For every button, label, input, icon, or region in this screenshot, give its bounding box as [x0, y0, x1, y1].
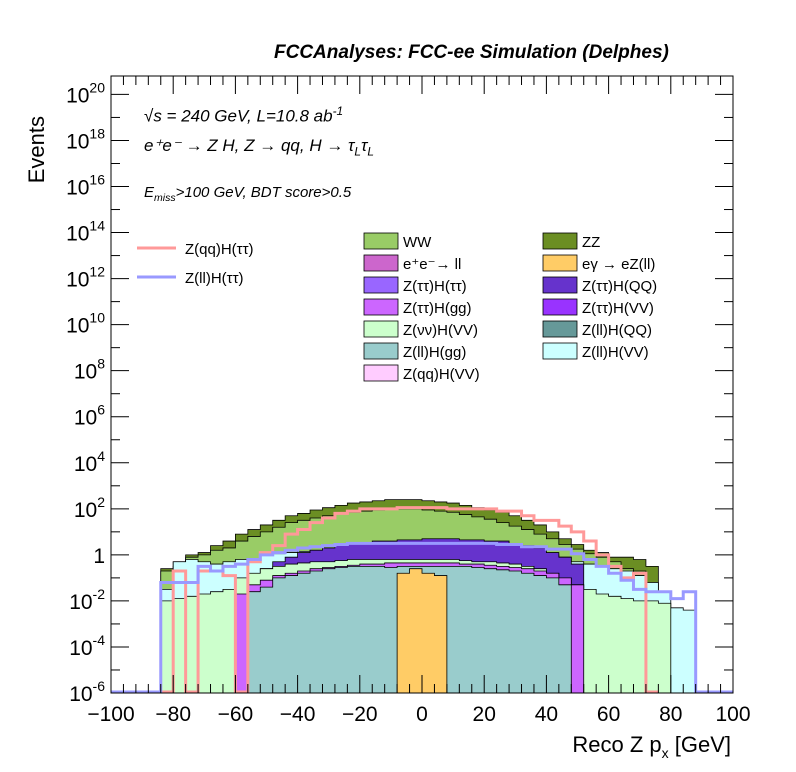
x-tick-label: 0	[416, 703, 428, 726]
legend-box-swatch	[363, 342, 399, 360]
legend-box-swatch	[363, 320, 399, 338]
legend-box-label: Z(ll)H(QQ)	[582, 322, 652, 339]
signal-lines	[111, 506, 733, 694]
legend-box-swatch	[363, 232, 399, 250]
y-tick-label: 1016	[66, 172, 105, 200]
y-tick-label: 104	[74, 448, 105, 476]
legend-box-swatch	[542, 320, 578, 338]
x-tick-label: 100	[715, 703, 750, 726]
legend-box-label: WW	[403, 234, 432, 251]
x-tick-label: −40	[280, 703, 316, 726]
legend: Z(qq)H(ττ) Z(ll)H(ττ) WW ZZ e⁺e⁻→ ll eγ → eZ(…	[137, 232, 657, 383]
legend-box-label: Z(ττ)H(ττ)	[403, 278, 467, 295]
legend-box-swatch	[542, 232, 578, 250]
legend-box-swatch	[542, 298, 578, 316]
x-tick-label: −100	[87, 703, 134, 726]
legend-box-label: ZZ	[582, 234, 600, 251]
selection-annotation: Emiss>100 GeV, BDT score>0.5	[144, 184, 351, 204]
energy-annotation: √s = 240 GeV, L=10.8 ab-1	[144, 104, 343, 127]
legend-box-label: Z(ll)H(VV)	[582, 344, 649, 361]
selection-sub: miss	[154, 192, 176, 204]
x-tick-label: 20	[473, 703, 496, 726]
x-tick-label: −60	[218, 703, 254, 726]
selection-prefix: E	[144, 184, 155, 201]
y-axis-label: Events	[24, 116, 49, 183]
y-tick-label: 1010	[66, 310, 105, 338]
legend-box-swatch	[363, 298, 399, 316]
legend-line-label: Z(ll)H(ττ)	[185, 270, 244, 287]
y-tick-label: 1012	[66, 264, 105, 292]
legend-box-label: Z(ττ)H(gg)	[403, 300, 472, 317]
x-tick-label: −20	[342, 703, 378, 726]
legend-box-swatch	[542, 276, 578, 294]
energy-exponent: -1	[332, 104, 344, 118]
energy-text: √s = 240 GeV, L=10.8 ab	[144, 106, 333, 126]
stack-e-ez-ll-	[396, 568, 448, 694]
legend-box-label: eγ → eZ(ll)	[582, 256, 655, 273]
legend-line-label: Z(qq)H(ττ)	[185, 241, 254, 258]
x-tick-label: 60	[597, 703, 620, 726]
legend-box-swatch	[542, 342, 578, 360]
legend-box-swatch	[363, 276, 399, 294]
process-text: e⁺e⁻ → Z H, Z → qq, H → τ	[144, 136, 355, 155]
stacked-histograms	[148, 499, 697, 694]
y-tick-label: 102	[74, 494, 105, 522]
legend-box-label: Z(νν)H(VV)	[403, 322, 478, 339]
legend-box-label: Z(ll)H(gg)	[403, 344, 466, 361]
y-tick-label: 1020	[66, 79, 105, 107]
legend-box-swatch	[363, 364, 399, 382]
process-annotation: e⁺e⁻ → Z H, Z → qq, H → τLτL	[144, 136, 375, 159]
y-tick-label: 1014	[66, 218, 105, 246]
legend-box-label: Z(ττ)H(VV)	[582, 300, 654, 317]
legend-box-swatch	[363, 254, 399, 272]
x-tick-label: −80	[155, 703, 191, 726]
signal-z-ll-h-	[111, 541, 733, 694]
chart-title: FCCAnalyses: FCC-ee Simulation (Delphes)	[274, 42, 669, 63]
y-axis-ticks: 10-6 10-4 10-2 1 102 104 106 108 1010 1012 1014 101…	[66, 79, 733, 706]
x-tick-label: 40	[535, 703, 558, 726]
process-sub-1: L	[354, 144, 362, 159]
y-tick-label: 10-4	[69, 632, 105, 660]
y-tick-label: 10-2	[69, 586, 105, 614]
y-tick-label: 10-6	[69, 678, 105, 706]
signal-z-qq-h-	[148, 506, 659, 694]
process-sub-2: L	[367, 144, 375, 159]
legend-box-label: Z(qq)H(VV)	[403, 366, 480, 383]
x-tick-label: 80	[659, 703, 682, 726]
x-axis-label: Reco Z px [GeV]	[572, 732, 731, 761]
y-tick-label: 1018	[66, 125, 105, 153]
y-tick-label: 1	[93, 545, 105, 568]
legend-box-swatch	[542, 254, 578, 272]
y-tick-label: 108	[74, 356, 105, 384]
x-axis-ticks: −100 −80 −60 −40 −20 0 20 40 60 80 100	[87, 76, 751, 726]
selection-rest: >100 GeV, BDT score>0.5	[175, 184, 352, 201]
legend-box-label: e⁺e⁻→ ll	[403, 256, 461, 273]
legend-box-label: Z(ττ)H(QQ)	[582, 278, 657, 295]
y-tick-label: 106	[74, 402, 105, 430]
